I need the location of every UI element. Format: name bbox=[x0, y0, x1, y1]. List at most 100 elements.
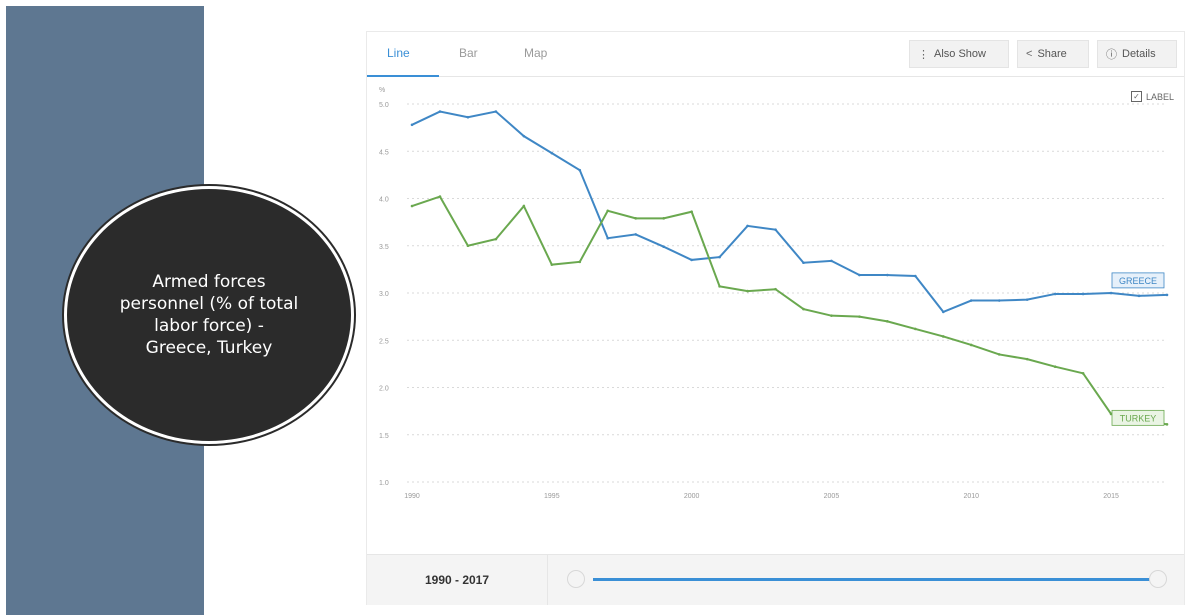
view-tabs: Line Bar Map ⋮ Also Show < Share ⓘ Detai… bbox=[367, 32, 1184, 77]
range-label: 1990 - 2017 bbox=[367, 555, 548, 605]
data-point-greece bbox=[1025, 298, 1029, 301]
y-tick-label: 3.0 bbox=[379, 291, 389, 298]
data-point-turkey bbox=[494, 237, 498, 241]
data-point-turkey bbox=[969, 343, 973, 347]
data-point-turkey bbox=[774, 287, 777, 291]
data-point-greece bbox=[858, 273, 861, 277]
data-point-greece bbox=[830, 259, 833, 263]
range-slider-track[interactable] bbox=[593, 578, 1161, 581]
data-point-greece bbox=[774, 228, 777, 231]
x-tick-label: 2005 bbox=[824, 493, 840, 500]
data-point-turkey bbox=[941, 335, 945, 338]
data-point-turkey bbox=[606, 209, 610, 213]
tab-map[interactable]: Map bbox=[524, 46, 548, 60]
data-point-turkey bbox=[997, 353, 1001, 356]
callout-text: Armed forces personnel (% of total labor… bbox=[119, 272, 299, 358]
data-point-turkey bbox=[1081, 372, 1085, 375]
series-label-box-greece bbox=[1111, 272, 1165, 289]
data-point-turkey bbox=[858, 315, 861, 318]
data-point-turkey bbox=[886, 320, 889, 323]
tab-bar[interactable]: Bar bbox=[459, 46, 478, 60]
data-point-turkey bbox=[466, 244, 470, 248]
data-point-turkey bbox=[914, 327, 917, 331]
vertical-ellipsis-icon: ⋮ bbox=[918, 48, 929, 61]
data-point-turkey bbox=[662, 217, 665, 220]
data-point-greece bbox=[410, 123, 414, 127]
data-point-greece bbox=[997, 299, 1001, 302]
data-point-greece bbox=[550, 151, 554, 155]
share-label: Share bbox=[1037, 48, 1067, 60]
data-point-greece bbox=[606, 236, 610, 240]
label-toggle[interactable]: ✓ LABEL bbox=[1130, 91, 1174, 102]
data-point-greece bbox=[438, 110, 442, 113]
data-point-turkey bbox=[690, 210, 693, 214]
y-axis-unit: % bbox=[379, 87, 385, 94]
y-tick-label: 2.0 bbox=[379, 386, 389, 393]
data-point-turkey bbox=[410, 204, 414, 208]
data-point-greece bbox=[746, 224, 749, 228]
y-tick-label: 4.0 bbox=[379, 197, 389, 204]
data-point-turkey bbox=[802, 307, 805, 311]
data-point-turkey bbox=[718, 285, 721, 288]
y-tick-label: 1.0 bbox=[379, 480, 389, 487]
share-button[interactable]: < Share bbox=[1017, 40, 1089, 68]
checkbox-checked-icon: ✓ bbox=[1130, 91, 1142, 102]
y-tick-label: 2.5 bbox=[379, 338, 389, 345]
details-label: Details bbox=[1122, 48, 1156, 60]
data-point-greece bbox=[690, 258, 693, 262]
tab-line[interactable]: Line bbox=[387, 46, 410, 60]
data-point-greece bbox=[466, 115, 470, 119]
range-start-handle[interactable] bbox=[567, 570, 585, 588]
y-tick-label: 4.5 bbox=[379, 149, 389, 156]
data-point-greece bbox=[1053, 292, 1057, 296]
range-end-handle[interactable] bbox=[1149, 570, 1167, 588]
data-point-turkey bbox=[1165, 423, 1169, 426]
x-tick-label: 2015 bbox=[1103, 493, 1119, 500]
series-lines: GREECE TURKEY bbox=[410, 110, 1169, 426]
share-icon: < bbox=[1026, 48, 1033, 60]
data-point-greece bbox=[718, 255, 721, 259]
title-callout: Armed forces personnel (% of total labor… bbox=[64, 186, 354, 444]
data-point-greece bbox=[1137, 294, 1141, 298]
data-point-greece bbox=[578, 168, 582, 172]
data-point-greece bbox=[634, 233, 638, 236]
data-point-greece bbox=[1165, 293, 1169, 297]
x-tick-label: 2000 bbox=[684, 493, 700, 500]
grid-lines bbox=[407, 103, 1167, 483]
data-point-greece bbox=[1109, 291, 1113, 295]
series-line-greece bbox=[411, 110, 1168, 314]
also-show-label: Also Show bbox=[934, 48, 986, 60]
details-button[interactable]: ⓘ Details bbox=[1097, 40, 1177, 68]
series-label-turkey: TURKEY bbox=[1120, 413, 1157, 423]
y-tick-label: 1.5 bbox=[379, 433, 389, 440]
data-point-turkey bbox=[746, 289, 749, 293]
data-point-greece bbox=[1081, 292, 1085, 296]
series-line-turkey bbox=[411, 195, 1168, 426]
active-tab-indicator bbox=[367, 75, 439, 77]
data-point-turkey bbox=[634, 217, 638, 220]
data-point-greece bbox=[914, 274, 917, 278]
data-point-turkey bbox=[1053, 365, 1057, 369]
also-show-button[interactable]: ⋮ Also Show bbox=[909, 40, 1009, 68]
time-range-footer: 1990 - 2017 bbox=[367, 554, 1184, 605]
x-tick-label: 1990 bbox=[404, 493, 420, 500]
y-tick-label: 5.0 bbox=[379, 102, 389, 109]
line-chart: % 5.0 4.5 4.0 3.5 3.0 2.5 2.0 1.5 1.0 1990 1995 2000… bbox=[379, 87, 1169, 500]
series-label-greece: GREECE bbox=[1119, 276, 1157, 286]
axis-labels: % 5.0 4.5 4.0 3.5 3.0 2.5 2.0 1.5 1.0 1990 1995 2000… bbox=[379, 87, 1119, 500]
data-point-greece bbox=[522, 134, 526, 138]
series-label-box-turkey bbox=[1111, 409, 1165, 426]
info-icon: ⓘ bbox=[1106, 49, 1117, 61]
x-tick-label: 2010 bbox=[963, 493, 979, 500]
data-point-greece bbox=[969, 299, 973, 302]
data-point-turkey bbox=[438, 195, 442, 198]
data-point-greece bbox=[886, 273, 889, 277]
chart-panel: Line Bar Map ⋮ Also Show < Share ⓘ Detai… bbox=[366, 31, 1185, 605]
data-point-turkey bbox=[550, 263, 554, 266]
data-point-turkey bbox=[578, 260, 582, 264]
data-point-greece bbox=[662, 245, 665, 248]
data-point-turkey bbox=[522, 204, 526, 208]
y-tick-label: 3.5 bbox=[379, 244, 389, 251]
data-point-greece bbox=[802, 261, 805, 265]
x-tick-label: 1995 bbox=[544, 493, 560, 500]
